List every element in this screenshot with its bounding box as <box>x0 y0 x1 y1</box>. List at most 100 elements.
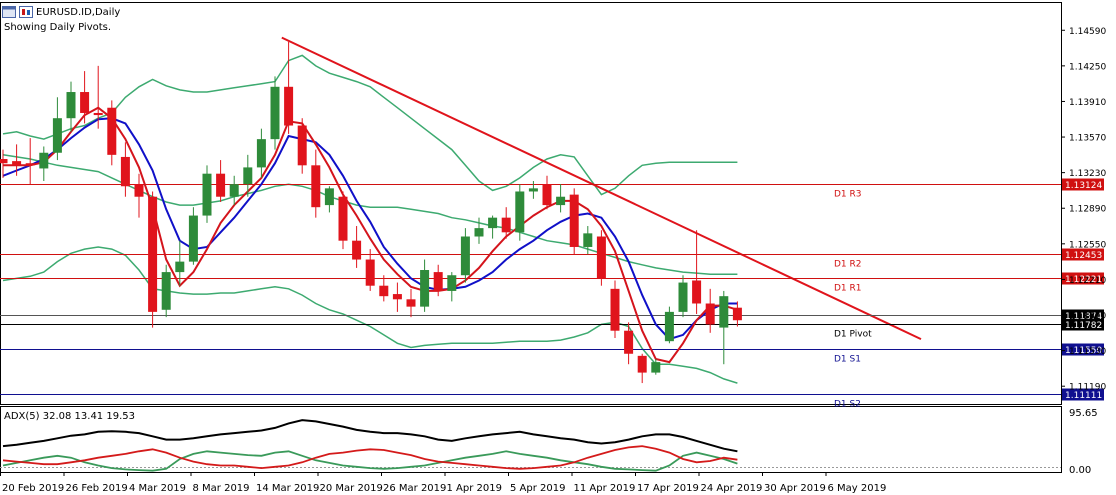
pivot-price-box-0 <box>1062 178 1104 191</box>
candle-body <box>732 307 742 321</box>
candle-body <box>705 303 715 325</box>
downtrend-line <box>281 36 922 340</box>
pivots-caption: Showing Daily Pivots. <box>4 22 112 33</box>
candle-body <box>433 272 443 291</box>
pivot-price-box-2 <box>1062 272 1104 285</box>
candle-body <box>678 282 688 312</box>
main-plot-frame <box>0 2 1062 405</box>
x-tick-label: 5 Apr 2019 <box>510 483 565 494</box>
x-tick-label: 4 Mar 2019 <box>129 483 186 494</box>
candle-body <box>120 156 130 187</box>
candle-body <box>379 285 389 297</box>
candle-body <box>692 280 702 304</box>
y-tick-label: 1.13570 <box>1069 134 1106 144</box>
x-tick-label: 20 Feb 2019 <box>2 483 64 494</box>
candle-body <box>134 184 144 197</box>
candle-body <box>311 165 321 208</box>
candle-body <box>256 139 266 168</box>
pivot-label-1: D1 R2 <box>834 260 862 270</box>
adx-series-adx <box>2 419 738 453</box>
pivot-price-label-1: 1.12453 <box>1065 251 1102 261</box>
candle-body <box>515 191 525 233</box>
candle-body <box>420 270 430 307</box>
candle-body <box>284 86 294 126</box>
chart-window-icon[interactable] <box>2 6 16 18</box>
candle-body <box>460 236 470 276</box>
candle-body <box>569 194 579 247</box>
adx-panel-frame <box>0 406 1062 473</box>
candle-body <box>25 163 35 166</box>
candle-body <box>12 161 22 166</box>
current-price-box <box>1062 309 1104 322</box>
candle-body <box>338 196 348 241</box>
y-tick-label: 1.11190 <box>1069 383 1106 393</box>
candle-body <box>229 184 239 197</box>
candle-body <box>52 118 62 153</box>
pivot-price-label-5: 1.11111 <box>1065 391 1102 401</box>
candle-body <box>583 233 593 247</box>
y-tick-label: 1.12890 <box>1069 205 1106 215</box>
pivot-label-3: D1 Pivot <box>834 330 872 340</box>
candle-body <box>501 217 511 233</box>
y-tick-label: 1.11530 <box>1069 347 1106 357</box>
pivot-price-label-0: 1.13124 <box>1065 181 1102 191</box>
x-tick-label: 30 Apr 2019 <box>764 483 826 494</box>
candle-body <box>624 330 634 354</box>
pivot-price-box-4 <box>1062 343 1104 356</box>
ma-fast-line <box>3 106 738 364</box>
candle-body <box>148 196 158 312</box>
adx-series-plusminus-di <box>2 450 738 472</box>
candle-body <box>664 311 674 342</box>
candle-body <box>39 152 49 169</box>
candle-body <box>365 259 375 286</box>
x-tick-label: 14 Mar 2019 <box>256 483 319 494</box>
x-tick-label: 26 Feb 2019 <box>66 483 128 494</box>
pivot-label-4: D1 S1 <box>834 355 861 365</box>
adx-series-minus-di <box>2 445 738 470</box>
y-tick-label: 1.14250 <box>1069 62 1106 72</box>
ma-slow-line <box>2 117 738 341</box>
candle-body <box>93 112 103 116</box>
x-tick-label: 24 Apr 2019 <box>701 483 763 494</box>
chart-symbol-icon[interactable] <box>19 6 33 18</box>
x-tick-label: 6 May 2019 <box>828 483 887 494</box>
y-tick-label: 1.14590 <box>1069 27 1106 37</box>
adx-legend: ADX(5) 32.08 13.41 19.53 <box>4 411 135 422</box>
candle-body <box>0 159 8 164</box>
y-tick-label: 1.11870 <box>1069 312 1106 322</box>
bollinger-upper-line <box>2 54 738 196</box>
adx-scale-min: 0.00 <box>1069 465 1091 476</box>
candle-body <box>324 188 334 206</box>
candle-body <box>107 107 117 155</box>
candle-body <box>474 228 484 237</box>
current-price-label: 1.11874 <box>1065 312 1102 322</box>
pivot-price-label-2: 1.12221 <box>1065 275 1102 285</box>
chart-symbol-title: EURUSD.ID,Daily <box>36 6 121 18</box>
candle-body <box>406 299 416 307</box>
candle-body <box>243 167 253 185</box>
chart-title-bar: EURUSD.ID,Daily <box>2 4 120 20</box>
candle-body <box>216 173 226 197</box>
x-tick-label: 11 Apr 2019 <box>574 483 636 494</box>
x-tick-label: 8 Mar 2019 <box>193 483 250 494</box>
candle-body <box>66 92 76 119</box>
pivot-price-box-1 <box>1062 248 1104 261</box>
candle-body <box>392 294 402 300</box>
candle-body <box>637 355 647 373</box>
candle-body <box>528 188 538 192</box>
pivot-price-label-4: 1.11550 <box>1065 346 1102 356</box>
candle-body <box>175 261 185 273</box>
y-tick-label: 1.12210 <box>1069 276 1106 286</box>
candle-body <box>447 275 457 291</box>
candle-body <box>610 288 620 331</box>
candle-body <box>297 125 307 166</box>
candle-body <box>80 92 90 113</box>
pivot-price-box-5 <box>1062 388 1104 401</box>
pivot-label-0: D1 R3 <box>834 190 862 200</box>
y-tick-label: 1.13230 <box>1069 169 1106 179</box>
x-tick-label: 17 Apr 2019 <box>637 483 699 494</box>
adx-scale-max: 95.65 <box>1069 408 1098 419</box>
x-tick-label: 26 Mar 2019 <box>383 483 446 494</box>
candle-body <box>556 196 566 206</box>
